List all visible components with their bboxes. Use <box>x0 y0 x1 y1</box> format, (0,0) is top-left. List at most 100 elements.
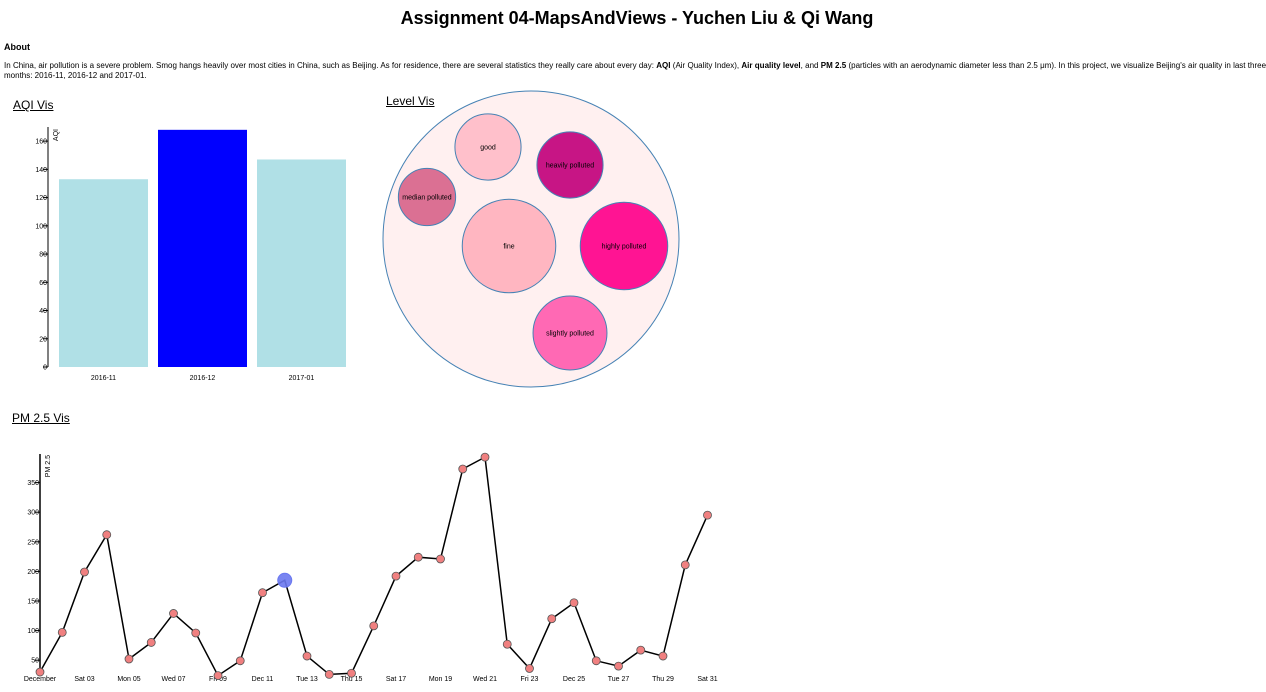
level-bubble-circle[interactable] <box>536 131 604 199</box>
pm-y-tick-label: 200 <box>27 569 39 576</box>
pm-point[interactable] <box>525 664 534 673</box>
page-title: Assignment 04-MapsAndViews - Yuchen Liu … <box>400 8 874 28</box>
pm-point[interactable] <box>369 621 379 631</box>
pm-point[interactable] <box>703 510 712 520</box>
pm-x-tick-label: Tue 27 <box>608 676 630 683</box>
pm-x-tick-label: Wed 07 <box>162 676 186 683</box>
about-term-aqi: AQI <box>656 61 671 70</box>
level-bubble-fine[interactable]: fine <box>461 198 557 294</box>
pm-point[interactable] <box>124 654 134 664</box>
level-bubble-label: heavily polluted <box>546 163 594 170</box>
pm-point[interactable] <box>480 452 490 462</box>
aqi-y-tick-label: 100 <box>35 223 47 230</box>
pm-point[interactable] <box>235 656 245 666</box>
aqi-bar-2016-12[interactable] <box>158 129 247 367</box>
pm25-vis-title: PM 2.5 Vis <box>12 411 70 425</box>
pm-point[interactable] <box>213 671 223 680</box>
level-bubble-circle[interactable] <box>532 295 608 371</box>
level-bubble-label: slightly polluted <box>546 331 594 338</box>
pm-x-tick-label: Dec 25 <box>563 676 585 683</box>
pm-point[interactable] <box>614 661 623 671</box>
pm-point[interactable] <box>347 668 356 678</box>
aqi-y-tick-label: 120 <box>35 195 47 202</box>
level-bubble-circle[interactable] <box>397 167 457 227</box>
pm-y-tick-label: 50 <box>31 658 39 665</box>
about-heading: About <box>4 42 30 52</box>
pm-x-tick-label: Thu 29 <box>652 676 674 683</box>
pm-point[interactable] <box>324 670 334 679</box>
pm-point[interactable] <box>658 651 668 661</box>
level-bubble-good[interactable]: good <box>454 113 522 181</box>
pm-point[interactable] <box>80 567 89 577</box>
pm-y-tick-label: 100 <box>27 628 39 635</box>
pm-point[interactable] <box>302 651 312 661</box>
pm-x-tick-label: Mon 05 <box>117 676 140 683</box>
pm-x-tick-label: Sat 17 <box>386 676 406 683</box>
pm-x-tick-label: Tue 13 <box>296 676 318 683</box>
pm-point[interactable] <box>102 530 112 540</box>
pm-y-tick-label: 150 <box>27 599 39 606</box>
pm-point[interactable] <box>146 638 156 647</box>
aqi-x-tick-label: 2016-11 <box>91 375 116 382</box>
level-bubble-label: highly polluted <box>602 244 647 251</box>
about-text-1: In China, air pollution is a severe prob… <box>4 61 657 70</box>
level-bubble-heavily-polluted[interactable]: heavily polluted <box>536 131 604 199</box>
level-bubble-slightly-polluted[interactable]: slightly polluted <box>532 295 608 371</box>
pm-point[interactable] <box>547 614 557 624</box>
pm-point[interactable] <box>169 609 178 618</box>
pm-x-tick-label: Sat 31 <box>697 676 717 683</box>
aqi-vis-title: AQI Vis <box>13 98 54 112</box>
pm-point[interactable] <box>35 667 45 677</box>
aqi-x-tick-label: 2016-12 <box>190 375 216 382</box>
pm-x-tick-label: December <box>24 676 57 683</box>
about-term-pm: PM 2.5 <box>820 61 847 70</box>
pm25-line-chart: 50 100 150 200 250 300 350 PM 2.5 December Sat 03… <box>24 452 718 683</box>
level-bubble-chart: good heavily polluted median polluted fine h… <box>382 90 680 388</box>
pm-series-line <box>39 455 709 677</box>
pm-point[interactable] <box>57 627 67 637</box>
pm-point[interactable] <box>569 598 579 608</box>
level-bubble-circle[interactable] <box>454 113 522 181</box>
aqi-y-tick-label: 40 <box>39 308 47 315</box>
aqi-y-tick-label: 80 <box>39 252 47 259</box>
about-text-2: (Air Quality Index), <box>670 61 742 70</box>
pm-x-tick-label: Sat 03 <box>74 676 94 683</box>
about-text-3: , and <box>800 61 821 70</box>
aqi-y-tick-label: 160 <box>35 139 47 146</box>
aqi-bar-2017-01[interactable] <box>257 159 346 367</box>
pm-point[interactable] <box>680 560 690 570</box>
pm-point[interactable] <box>413 552 423 562</box>
pm-point[interactable] <box>258 588 267 598</box>
aqi-bar-chart: 0 20 40 60 80 100 120 140 160 AQI 2016-11 2016-12 20… <box>35 127 346 382</box>
pm-point[interactable] <box>502 639 512 649</box>
level-bubble-circle[interactable] <box>461 198 557 294</box>
about-paragraph: In China, air pollution is a severe prob… <box>4 61 1266 80</box>
aqi-y-axis-label: AQI <box>53 129 60 141</box>
pm-point[interactable] <box>458 464 468 474</box>
level-bubble-label: fine <box>503 244 514 251</box>
aqi-y-tick-label: 60 <box>39 280 47 287</box>
pm-point[interactable] <box>591 656 601 666</box>
pm-x-tick-label: Thu 15 <box>341 676 363 683</box>
pm-x-tick-label: Mon 19 <box>429 676 452 683</box>
level-vis-title: Level Vis <box>386 94 435 108</box>
level-bubble-circle[interactable] <box>579 201 669 291</box>
pm-x-tick-label: Dec 11 <box>252 676 274 683</box>
pm-point[interactable] <box>191 628 201 638</box>
aqi-y-tick-label: 20 <box>39 336 47 343</box>
pm-y-tick-label: 350 <box>27 480 39 487</box>
pm-point[interactable] <box>636 645 646 655</box>
pm-point-highlighted[interactable] <box>277 572 293 588</box>
pm-x-tick-label: Fri 23 <box>521 676 539 683</box>
pm-y-tick-label: 300 <box>27 510 39 517</box>
pm-y-axis-label: PM 2.5 <box>45 455 52 477</box>
level-bubble-median-polluted[interactable]: median polluted <box>397 167 457 227</box>
aqi-y-tick-label: 140 <box>35 167 47 174</box>
aqi-x-tick-label: 2017-01 <box>289 375 315 382</box>
pm-point[interactable] <box>391 571 401 581</box>
pm-point[interactable] <box>436 554 445 564</box>
aqi-bar-2016-11[interactable] <box>59 179 148 367</box>
about-text-4: (particles with an aerodynamic diameter … <box>4 61 1266 80</box>
aqi-y-tick-label: 0 <box>43 365 47 372</box>
level-bubble-highly-polluted[interactable]: highly polluted <box>579 201 669 291</box>
